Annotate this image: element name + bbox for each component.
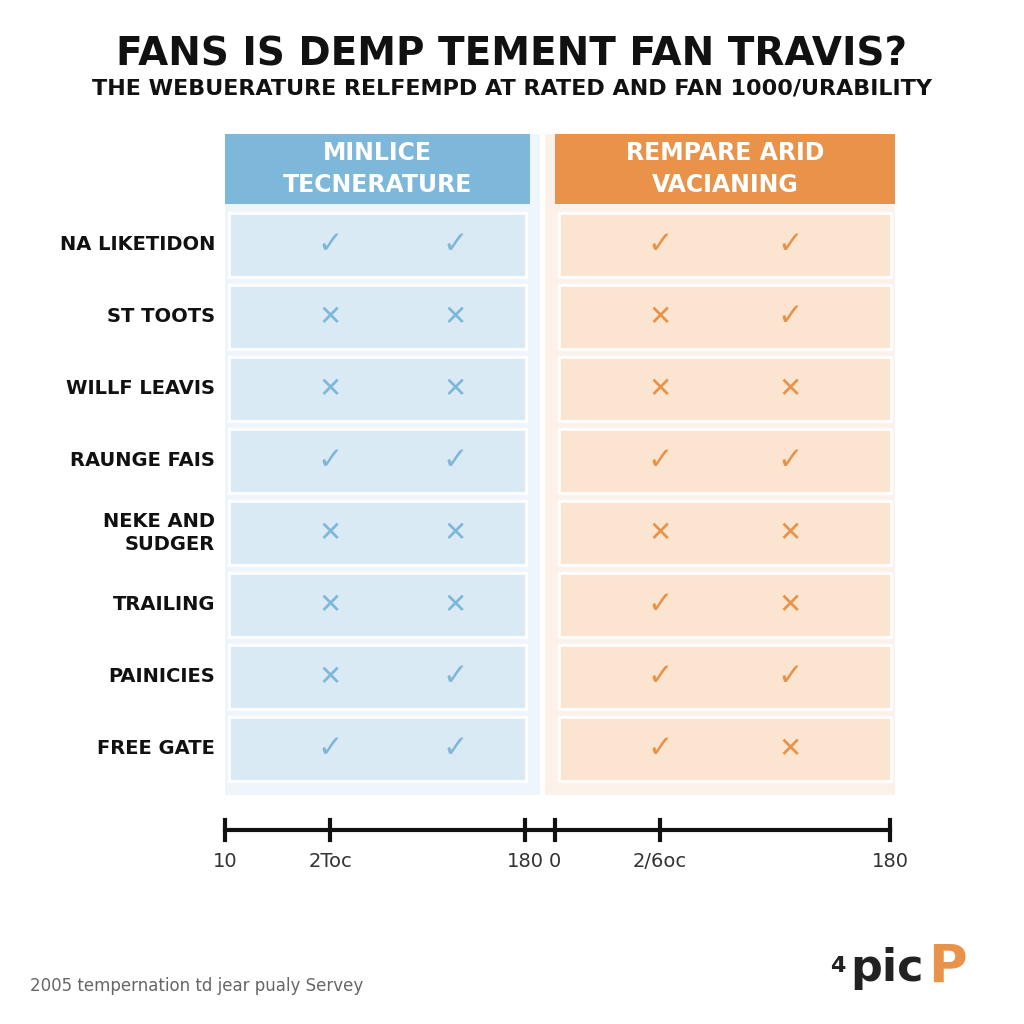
Text: WILLF LEAVIS: WILLF LEAVIS [66, 380, 215, 398]
Text: REMPARE ARID
VACIANING: REMPARE ARID VACIANING [626, 141, 824, 197]
Text: ✕: ✕ [648, 519, 672, 547]
Text: ✓: ✓ [647, 591, 673, 620]
Text: ✓: ✓ [317, 230, 343, 259]
Bar [555, 134, 895, 204]
Bar [225, 134, 540, 795]
Bar [229, 213, 526, 278]
Bar [559, 717, 891, 781]
Bar [229, 645, 526, 709]
Text: ✓: ✓ [647, 230, 673, 259]
Text: ✓: ✓ [647, 734, 673, 764]
Text: MINLICE
TECNERATURE: MINLICE TECNERATURE [283, 141, 472, 197]
Text: ✕: ✕ [778, 735, 802, 763]
Text: NA LIKETIDON: NA LIKETIDON [59, 236, 215, 255]
Bar [559, 213, 891, 278]
Bar [559, 429, 891, 493]
Text: 10: 10 [213, 852, 238, 871]
Text: ✕: ✕ [778, 591, 802, 618]
Bar [229, 501, 526, 565]
Text: THE WEBUERATURE RELFEMPD AT RATED AND FAN 1000/URABILITY: THE WEBUERATURE RELFEMPD AT RATED AND FA… [92, 79, 932, 99]
Text: ✓: ✓ [317, 734, 343, 764]
Text: RAUNGE FAIS: RAUNGE FAIS [70, 452, 215, 470]
Text: ✕: ✕ [648, 375, 672, 403]
Text: ✕: ✕ [648, 303, 672, 331]
Text: ✕: ✕ [318, 663, 342, 691]
Text: P: P [928, 942, 967, 994]
Text: pic: pic [850, 946, 924, 989]
Text: 180: 180 [871, 852, 908, 871]
Bar [225, 134, 530, 204]
Text: ✕: ✕ [443, 519, 467, 547]
Text: FREE GATE: FREE GATE [97, 739, 215, 759]
Bar [559, 501, 891, 565]
Bar [229, 717, 526, 781]
Text: ✓: ✓ [442, 230, 468, 259]
Text: ✕: ✕ [443, 303, 467, 331]
Text: ✕: ✕ [318, 591, 342, 618]
Text: PAINICIES: PAINICIES [109, 668, 215, 686]
Text: ST TOOTS: ST TOOTS [106, 307, 215, 327]
Text: 2005 tempernation td jear pualy Servey: 2005 tempernation td jear pualy Servey [30, 977, 364, 995]
Text: ✓: ✓ [777, 663, 803, 691]
Text: NEKE AND
SUDGER: NEKE AND SUDGER [103, 512, 215, 554]
Text: ✓: ✓ [777, 446, 803, 475]
Text: ✓: ✓ [777, 230, 803, 259]
Bar [229, 285, 526, 349]
Text: ✓: ✓ [647, 663, 673, 691]
Text: 2/6oc: 2/6oc [633, 852, 687, 871]
Text: ✕: ✕ [443, 375, 467, 403]
Text: ✓: ✓ [317, 446, 343, 475]
Text: ✓: ✓ [647, 446, 673, 475]
Bar [229, 573, 526, 637]
Text: ✕: ✕ [318, 519, 342, 547]
Text: ✕: ✕ [778, 519, 802, 547]
Text: 2Toc: 2Toc [308, 852, 352, 871]
Bar [545, 134, 895, 795]
Text: ✕: ✕ [778, 375, 802, 403]
Text: FANS IS DEMP TEMENT FAN TRAVIS?: FANS IS DEMP TEMENT FAN TRAVIS? [117, 35, 907, 73]
Text: ✓: ✓ [777, 302, 803, 332]
Text: ✕: ✕ [318, 303, 342, 331]
Text: ✓: ✓ [442, 446, 468, 475]
Bar [559, 285, 891, 349]
Text: ✕: ✕ [443, 591, 467, 618]
Bar [559, 357, 891, 421]
Text: ✓: ✓ [442, 663, 468, 691]
Text: ✕: ✕ [318, 375, 342, 403]
Text: ✓: ✓ [442, 734, 468, 764]
Bar [559, 573, 891, 637]
Bar [229, 429, 526, 493]
Bar [229, 357, 526, 421]
Bar [559, 645, 891, 709]
Text: 4: 4 [830, 956, 846, 976]
Text: TRAILING: TRAILING [113, 596, 215, 614]
Text: 0: 0 [549, 852, 561, 871]
Text: 180: 180 [507, 852, 544, 871]
